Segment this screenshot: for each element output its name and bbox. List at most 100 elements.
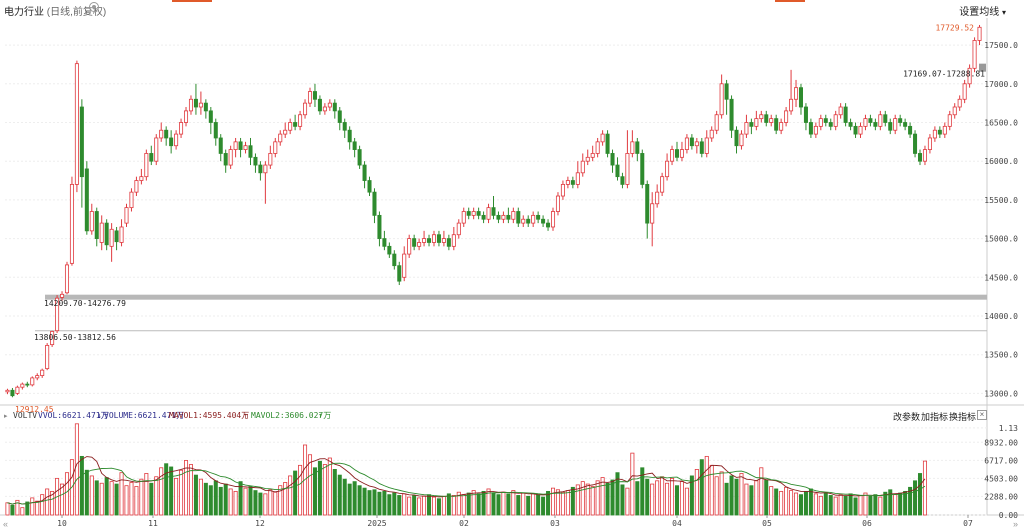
- volume-bar: [546, 490, 551, 516]
- candle: [149, 153, 154, 162]
- volume-bar: [213, 480, 218, 516]
- candle: [283, 129, 288, 135]
- candle: [917, 153, 923, 162]
- volume-bar: [719, 471, 724, 516]
- candle: [427, 238, 432, 243]
- candle: [55, 297, 60, 332]
- candle: [84, 168, 89, 232]
- change-params-button[interactable]: 改参数: [893, 412, 921, 422]
- candle: [883, 114, 888, 123]
- candle: [496, 214, 501, 220]
- volume-bar: [392, 492, 397, 516]
- volume-bar: [45, 488, 50, 516]
- candle: [769, 118, 774, 123]
- volume-bar: [536, 494, 541, 516]
- volume-bar: [64, 472, 70, 516]
- candle: [794, 87, 799, 100]
- candle: [174, 133, 179, 147]
- volume-bar: [243, 487, 248, 516]
- candle: [45, 345, 50, 370]
- candle: [704, 137, 709, 154]
- volume-bar: [600, 477, 605, 516]
- candle: [441, 238, 446, 243]
- volume-bar: [620, 484, 625, 516]
- mavol1-value: MAVOL1:4595.404万: [169, 411, 249, 420]
- volume-bar: [744, 483, 749, 516]
- volume-bar: [734, 478, 739, 516]
- chart-title: 电力行业 (日线,前复权): [4, 7, 107, 18]
- y-tick-label: 15000.0: [984, 235, 1018, 244]
- volume-bar: [560, 491, 565, 516]
- candle: [64, 264, 70, 294]
- volume-bar: [223, 483, 228, 516]
- candle: [531, 214, 536, 224]
- y-tick-label: 16000.0: [984, 157, 1018, 166]
- volume-bar: [580, 481, 585, 516]
- volume-bar: [496, 494, 501, 516]
- candle: [937, 129, 942, 135]
- volume-bar: [699, 459, 704, 516]
- scroll-right-button[interactable]: »: [1013, 519, 1019, 529]
- candle: [417, 242, 422, 247]
- volume-bar: [268, 489, 273, 516]
- volume-tick-label: 2288.00: [984, 492, 1018, 501]
- x-tick-label: 02: [459, 519, 469, 528]
- candle: [551, 211, 556, 228]
- candle: [357, 149, 362, 166]
- scroll-left-button[interactable]: «: [3, 519, 9, 529]
- candle: [600, 133, 605, 143]
- switch-indicator-button[interactable]: 换指标: [949, 412, 977, 422]
- candle: [288, 122, 293, 131]
- x-tick-label: 03: [550, 519, 560, 528]
- candle: [630, 141, 635, 154]
- candle: [60, 293, 65, 298]
- volume-bar: [779, 490, 784, 516]
- volume-bar: [491, 492, 496, 516]
- volume-bar: [104, 477, 109, 516]
- top-accent-mark: [172, 0, 212, 2]
- candle: [99, 222, 104, 243]
- candle: [387, 245, 392, 255]
- candle: [248, 145, 253, 158]
- low-price-label: 12912.45: [15, 405, 54, 414]
- candle: [124, 207, 129, 224]
- volume-bar: [798, 494, 803, 516]
- volume-bar: [441, 495, 446, 516]
- x-tick-label: 10: [57, 519, 67, 528]
- volume-bar: [50, 490, 55, 516]
- volume-bar: [15, 499, 20, 516]
- volume-bar: [94, 480, 99, 516]
- volume-bar: [283, 482, 288, 516]
- volume-bar: [451, 495, 456, 516]
- candle: [327, 102, 332, 108]
- candle: [218, 137, 223, 154]
- volume-bar: [322, 464, 327, 516]
- candle: [30, 377, 35, 386]
- add-indicator-button[interactable]: 加指标: [921, 412, 949, 422]
- volume-bar: [903, 490, 908, 516]
- candle: [134, 180, 139, 193]
- volume-bar: [218, 486, 223, 516]
- candle: [709, 129, 714, 139]
- candle: [526, 218, 531, 224]
- volume-bar: [635, 481, 640, 516]
- close-icon[interactable]: ×: [977, 410, 987, 420]
- candle: [10, 389, 15, 397]
- volume-bar: [188, 464, 193, 516]
- candle: [15, 386, 20, 394]
- ma-settings-button[interactable]: 设置均线 ▾: [959, 7, 1006, 18]
- candle: [362, 164, 367, 181]
- volume-bar: [516, 495, 521, 516]
- candle: [456, 222, 461, 236]
- candle: [516, 211, 521, 224]
- expand-icon: ▸: [4, 413, 8, 420]
- candle: [25, 383, 30, 386]
- candle: [868, 118, 873, 123]
- volume-bar: [694, 469, 699, 516]
- gear-icon[interactable]: [89, 2, 99, 12]
- volume-bar: [724, 482, 729, 516]
- y-tick-label: 17000.0: [984, 80, 1018, 89]
- candle: [848, 122, 853, 127]
- volume-value: VOLUME:6621.471万: [104, 411, 184, 420]
